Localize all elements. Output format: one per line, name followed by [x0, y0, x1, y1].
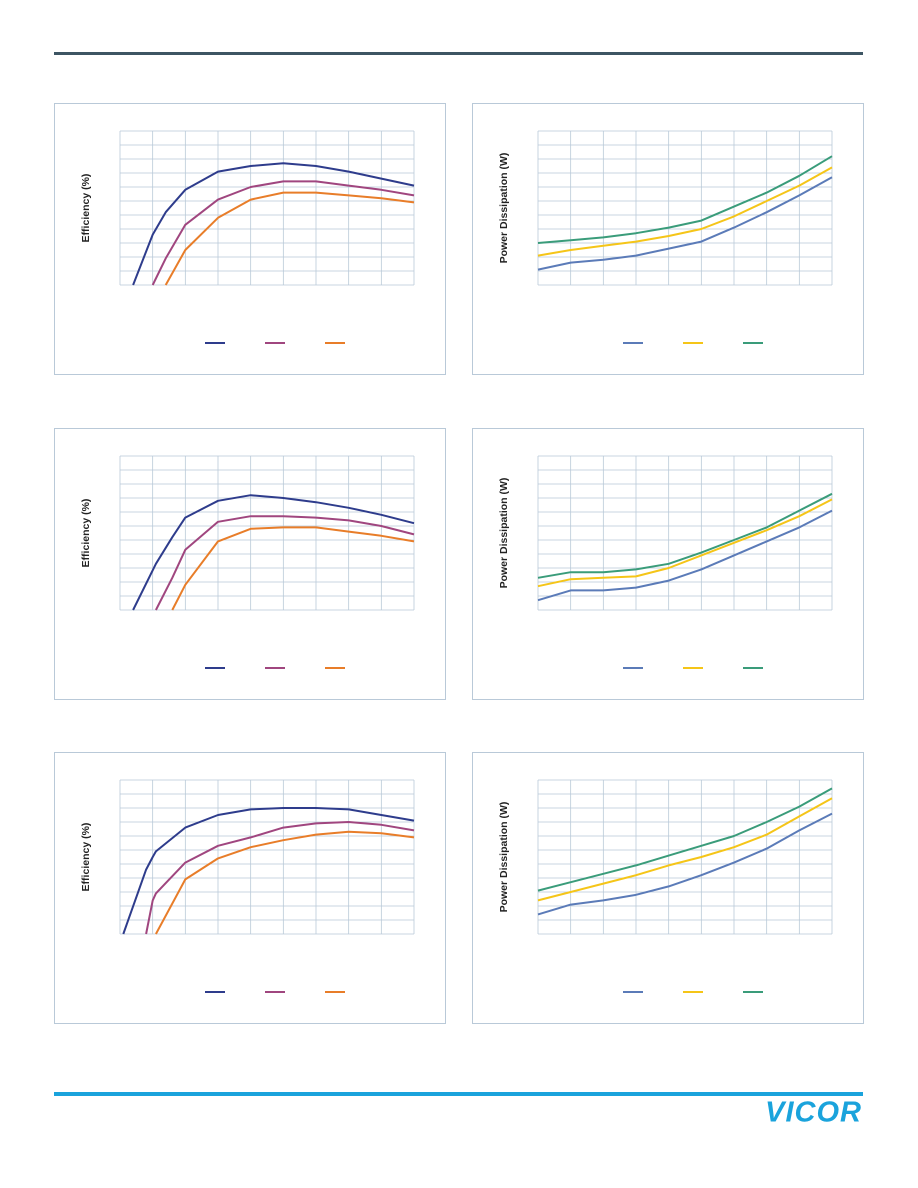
- chart-panel: [472, 103, 864, 375]
- chart-panel: [472, 752, 864, 1024]
- series-line: [537, 509, 833, 602]
- series-line: [537, 797, 833, 902]
- y-axis-label: Efficiency (%): [80, 823, 92, 892]
- series-line: [537, 176, 833, 271]
- series-line: [132, 494, 415, 611]
- y-axis-label: Efficiency (%): [80, 499, 92, 568]
- series-line: [155, 515, 415, 611]
- series-line: [537, 166, 833, 257]
- series-line: [132, 162, 415, 286]
- chart-panel: [54, 428, 446, 700]
- footer-rule: [54, 1092, 863, 1096]
- series-line: [537, 155, 833, 244]
- series-line: [155, 830, 415, 935]
- y-axis-label: Power Dissipation (W): [498, 153, 510, 264]
- series-line: [145, 821, 415, 935]
- header-rule: [54, 52, 863, 55]
- logo: VICOR: [765, 1097, 862, 1129]
- series-line: [122, 807, 415, 935]
- chart-panel: [54, 752, 446, 1024]
- y-axis-label: Power Dissipation (W): [498, 802, 510, 913]
- y-axis-label: Power Dissipation (W): [498, 478, 510, 589]
- chart-panel: [54, 103, 446, 375]
- series-line: [164, 191, 415, 286]
- series-line: [537, 492, 833, 579]
- series-line: [537, 812, 833, 916]
- series-line: [171, 526, 415, 611]
- series-line: [537, 498, 833, 588]
- y-axis-label: Efficiency (%): [80, 174, 92, 243]
- series-line: [537, 787, 833, 892]
- series-line: [151, 180, 415, 286]
